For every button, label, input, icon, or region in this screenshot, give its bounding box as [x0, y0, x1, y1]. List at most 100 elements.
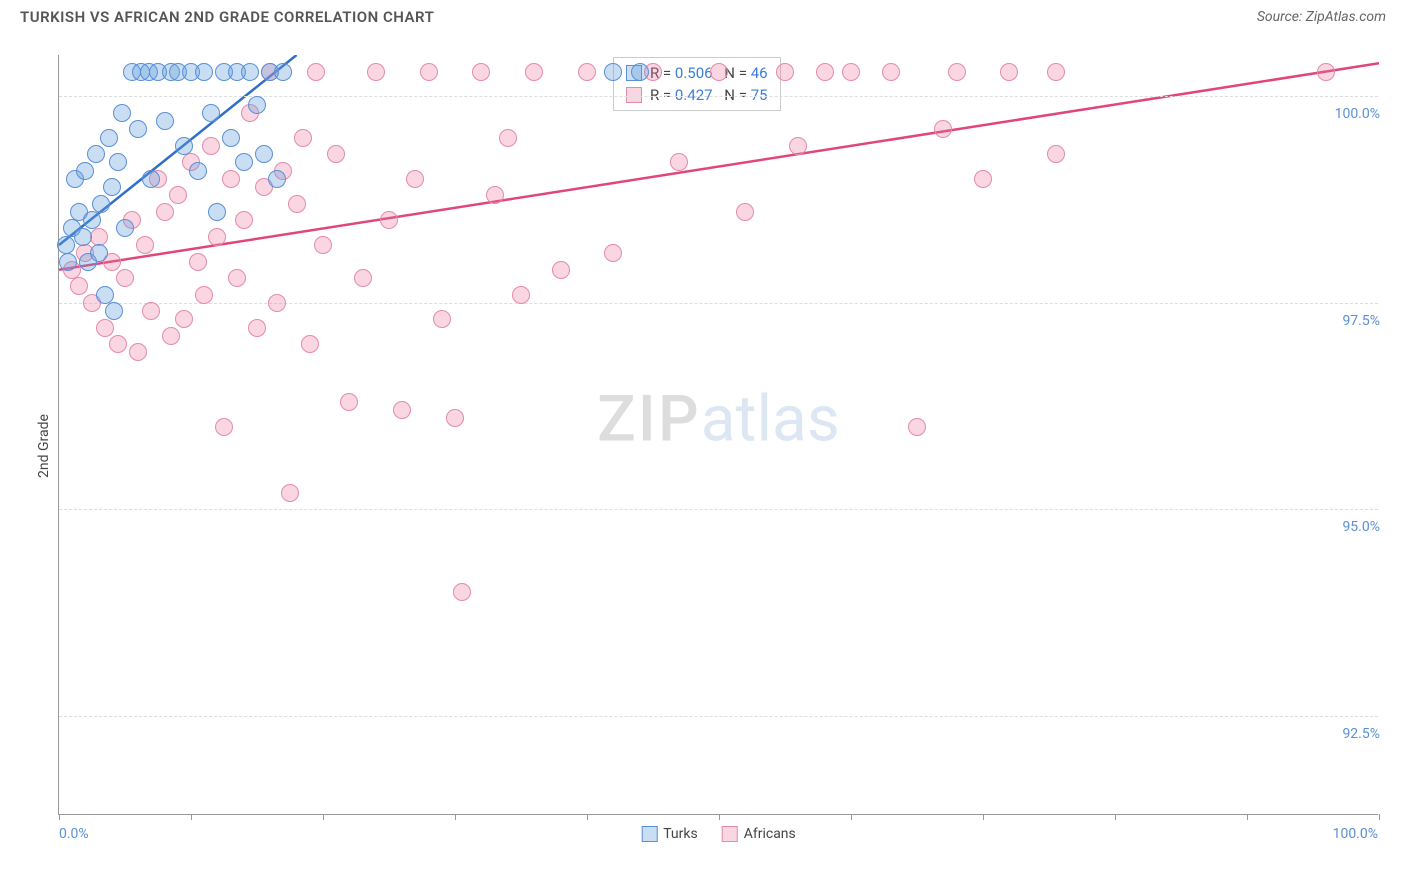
- data-point: [70, 277, 88, 295]
- chart-title: TURKISH VS AFRICAN 2ND GRADE CORRELATION…: [20, 8, 434, 26]
- data-point: [215, 418, 233, 436]
- x-tick: [1115, 814, 1116, 820]
- legend-label: Africans: [744, 826, 796, 842]
- y-tick-label: 100.0%: [1327, 106, 1380, 122]
- gridline: [59, 716, 1378, 717]
- data-point: [156, 203, 174, 221]
- data-point: [59, 253, 77, 271]
- data-point: [235, 153, 253, 171]
- data-point: [57, 236, 75, 254]
- data-point: [109, 153, 127, 171]
- swatch-africans: [626, 87, 642, 103]
- data-point: [255, 145, 273, 163]
- data-point: [552, 261, 570, 279]
- data-point: [92, 195, 110, 213]
- data-point: [367, 63, 385, 81]
- data-point: [202, 104, 220, 122]
- data-point: [393, 401, 411, 419]
- data-point: [142, 170, 160, 188]
- data-point: [248, 319, 266, 337]
- y-tick-label: 92.5%: [1334, 726, 1380, 742]
- data-point: [189, 253, 207, 271]
- data-point: [116, 219, 134, 237]
- data-point: [222, 170, 240, 188]
- data-point: [83, 211, 101, 229]
- data-point: [195, 63, 213, 81]
- data-point: [948, 63, 966, 81]
- data-point: [486, 186, 504, 204]
- data-point: [908, 418, 926, 436]
- data-point: [578, 63, 596, 81]
- x-tick: [455, 814, 456, 820]
- data-point: [248, 96, 266, 114]
- data-point: [129, 120, 147, 138]
- x-tick: [1379, 814, 1380, 820]
- data-point: [380, 211, 398, 229]
- data-point: [129, 343, 147, 361]
- data-point: [314, 236, 332, 254]
- legend-row-africans: R = 0.427 N = 75: [614, 84, 780, 106]
- data-point: [90, 244, 108, 262]
- swatch-africans: [722, 826, 738, 842]
- data-point: [136, 236, 154, 254]
- gridline: [59, 303, 1378, 304]
- gridline: [59, 509, 1378, 510]
- data-point: [340, 393, 358, 411]
- data-point: [74, 228, 92, 246]
- data-point: [294, 129, 312, 147]
- chart-area: ZIPatlas R = 0.506 N = 46 R = 0.427 N = …: [58, 55, 1378, 815]
- data-point: [670, 153, 688, 171]
- data-point: [499, 129, 517, 147]
- source-label: Source: ZipAtlas.com: [1257, 9, 1386, 25]
- data-point: [208, 203, 226, 221]
- legend-item-turks: Turks: [641, 826, 698, 842]
- data-point: [162, 327, 180, 345]
- data-point: [175, 137, 193, 155]
- data-point: [1047, 63, 1065, 81]
- data-point: [1047, 145, 1065, 163]
- n-label: N = 75: [721, 86, 768, 104]
- x-tick: [1247, 814, 1248, 820]
- x-axis-max: 100.0%: [1333, 826, 1378, 842]
- data-point: [281, 484, 299, 502]
- data-point: [1317, 63, 1335, 81]
- data-point: [472, 63, 490, 81]
- data-point: [142, 302, 160, 320]
- data-point: [354, 269, 372, 287]
- data-point: [100, 129, 118, 147]
- data-point: [433, 310, 451, 328]
- plot-region: ZIPatlas R = 0.506 N = 46 R = 0.427 N = …: [58, 55, 1378, 815]
- data-point: [202, 137, 220, 155]
- data-point: [710, 63, 728, 81]
- data-point: [307, 63, 325, 81]
- data-point: [175, 310, 193, 328]
- data-point: [512, 286, 530, 304]
- data-point: [816, 63, 834, 81]
- data-point: [604, 63, 622, 81]
- data-point: [274, 63, 292, 81]
- data-point: [241, 63, 259, 81]
- legend-label: Turks: [663, 826, 698, 842]
- data-point: [406, 170, 424, 188]
- data-point: [327, 145, 345, 163]
- data-point: [301, 335, 319, 353]
- data-point: [420, 63, 438, 81]
- data-point: [842, 63, 860, 81]
- x-tick: [983, 814, 984, 820]
- data-point: [208, 228, 226, 246]
- data-point: [113, 104, 131, 122]
- data-point: [446, 409, 464, 427]
- data-point: [736, 203, 754, 221]
- data-point: [525, 63, 543, 81]
- data-point: [789, 137, 807, 155]
- data-point: [1000, 63, 1018, 81]
- x-tick: [59, 814, 60, 820]
- data-point: [103, 178, 121, 196]
- data-point: [76, 162, 94, 180]
- data-point: [631, 63, 649, 81]
- data-point: [90, 228, 108, 246]
- x-tick: [719, 814, 720, 820]
- x-tick: [587, 814, 588, 820]
- x-tick: [851, 814, 852, 820]
- data-point: [268, 294, 286, 312]
